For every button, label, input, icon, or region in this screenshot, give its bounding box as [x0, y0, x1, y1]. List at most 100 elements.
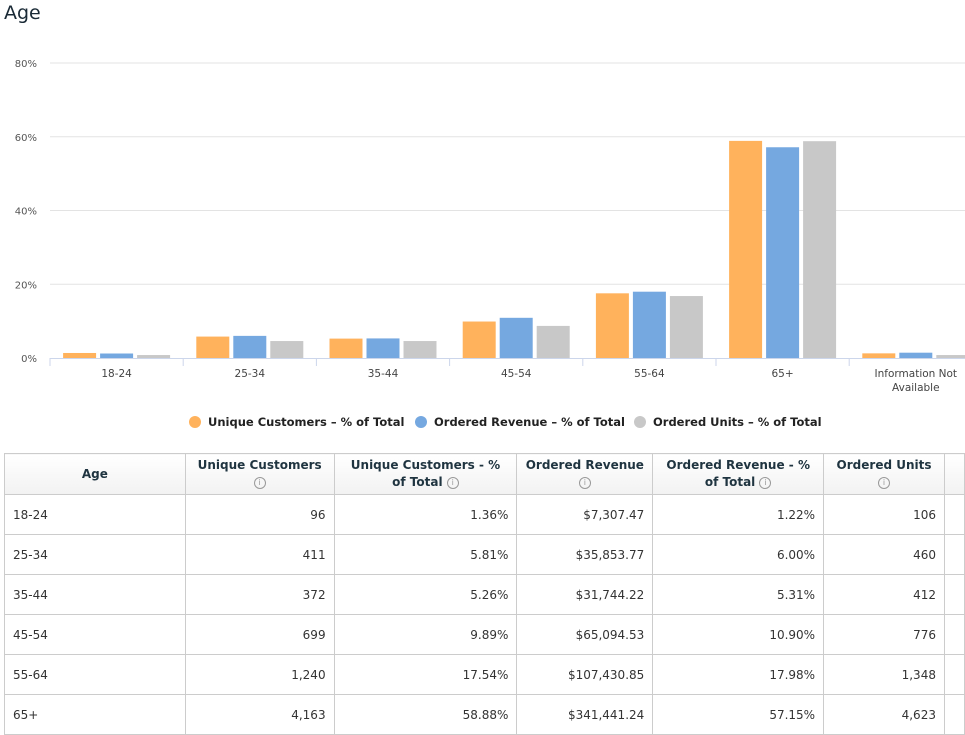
bar-65--series-1: [766, 147, 800, 358]
table-cell: 17.54%: [333, 654, 518, 695]
bar-information-not-available-series-0: [862, 353, 896, 358]
info-icon[interactable]: i: [578, 476, 591, 489]
info-icon[interactable]: i: [759, 476, 772, 489]
bar-35-44-series-2: [403, 341, 437, 358]
column-header: [943, 453, 965, 495]
table-cell: $35,853.77: [516, 534, 654, 575]
table-cell: [943, 534, 965, 575]
legend-marker: [415, 416, 427, 428]
table-cell: [943, 574, 965, 615]
column-header-label: Unique Customers: [197, 458, 322, 472]
bar-45-54-series-2: [536, 325, 570, 358]
bar-35-44-series-1: [366, 338, 400, 358]
column-header-label: Ordered Revenue - % of Total: [666, 458, 810, 489]
bar-55-64-series-2: [669, 296, 703, 358]
table-row: 35-44 372 5.26% $31,744.22 5.31% 412: [4, 574, 965, 615]
bar-55-64-series-0: [595, 293, 629, 358]
age-table: Age Unique Customers i Unique Customers - …: [4, 453, 965, 735]
info-icon[interactable]: i: [446, 476, 459, 489]
y-tick-label: 20%: [15, 280, 37, 291]
table-cell: $341,441.24: [516, 694, 654, 735]
table-cell: [943, 494, 965, 535]
table-cell: $107,430.85: [516, 654, 654, 695]
x-tick-label: 55-64: [634, 368, 665, 380]
table-cell: 4,163: [184, 694, 335, 735]
age-bar-chart: 0% 20% 40% 60% 80% 18-24 25-34 35-44 45-54 55-64 6…: [15, 59, 965, 429]
table-row: 55-64 1,240 17.54% $107,430.85 17.98% 1,348: [4, 654, 965, 695]
x-tick-label: 18-24: [101, 368, 132, 380]
legend-label: Unique Customers – % of Total: [208, 415, 404, 429]
y-tick-label: 60%: [15, 133, 37, 144]
info-icon[interactable]: i: [253, 476, 266, 489]
table-cell: 1.36%: [333, 494, 518, 535]
x-tick-label: 25-34: [235, 368, 266, 380]
table-cell: 18-24: [4, 494, 186, 535]
y-tick-label: 0%: [21, 354, 37, 365]
table-cell: 55-64: [4, 654, 186, 695]
table-row: 45-54 699 9.89% $65,094.53 10.90% 776: [4, 614, 965, 655]
bar-55-64-series-1: [632, 291, 666, 358]
table-cell: 4,623: [823, 694, 945, 735]
table-cell: 35-44: [4, 574, 186, 615]
bar-information-not-available-series-1: [899, 352, 933, 358]
table-cell: 699: [184, 614, 335, 655]
x-tick-label: 45-54: [501, 368, 532, 380]
x-tick-label: Available: [892, 382, 940, 394]
table-cell: [943, 654, 965, 695]
table-cell: 45-54: [4, 614, 186, 655]
column-header-label: Ordered Units: [836, 458, 932, 472]
table-cell: 57.15%: [652, 694, 825, 735]
x-tick-label: Information Not: [875, 368, 958, 380]
table-cell: 412: [823, 574, 945, 615]
column-header[interactable]: Ordered Units i: [823, 453, 945, 495]
info-icon[interactable]: i: [878, 476, 891, 489]
column-header-label: Unique Customers - % of Total: [350, 458, 501, 489]
table-cell: 96: [184, 494, 335, 535]
bar-25-34-series-0: [196, 336, 230, 358]
column-header[interactable]: Ordered Revenue i: [516, 453, 654, 495]
table-cell: $65,094.53: [516, 614, 654, 655]
x-tick-label: 65+: [772, 368, 794, 380]
table-row: 65+ 4,163 58.88% $341,441.24 57.15% 4,623: [4, 694, 965, 735]
table-cell: [943, 694, 965, 735]
y-tick-label: 80%: [15, 59, 37, 70]
column-header-label: Ordered Revenue: [525, 458, 644, 472]
column-header[interactable]: Ordered Revenue - % of Total i: [652, 453, 825, 495]
bar-65--series-0: [729, 140, 763, 358]
column-header[interactable]: Unique Customers - % of Total i: [333, 453, 518, 495]
column-header[interactable]: Unique Customers i: [184, 453, 335, 495]
table-cell: 1,348: [823, 654, 945, 695]
table-cell: 65+: [4, 694, 186, 735]
bar-25-34-series-2: [270, 341, 304, 358]
table-cell: 5.31%: [652, 574, 825, 615]
table-cell: $31,744.22: [516, 574, 654, 615]
table-cell: $7,307.47: [516, 494, 654, 535]
table-cell: 411: [184, 534, 335, 575]
table-cell: 106: [823, 494, 945, 535]
table-cell: 5.26%: [333, 574, 518, 615]
table-cell: 460: [823, 534, 945, 575]
table-cell: 5.81%: [333, 534, 518, 575]
bar-18-24-series-0: [63, 352, 97, 358]
bar-45-54-series-1: [499, 317, 533, 358]
legend-label: Ordered Revenue – % of Total: [434, 415, 625, 429]
table-cell: 10.90%: [652, 614, 825, 655]
x-tick-label: 35-44: [368, 368, 399, 380]
legend-label: Ordered Units – % of Total: [653, 415, 822, 429]
bar-35-44-series-0: [329, 338, 363, 358]
table-cell: 17.98%: [652, 654, 825, 695]
bar-25-34-series-1: [233, 335, 267, 358]
table-cell: 372: [184, 574, 335, 615]
table-row: 18-24 96 1.36% $7,307.47 1.22% 106: [4, 494, 965, 535]
bar-65--series-2: [803, 141, 837, 358]
table-row: 25-34 411 5.81% $35,853.77 6.00% 460: [4, 534, 965, 575]
table-cell: 1.22%: [652, 494, 825, 535]
table-cell: [943, 614, 965, 655]
bar-45-54-series-0: [462, 321, 496, 358]
table-cell: 776: [823, 614, 945, 655]
section-title: Age: [4, 2, 41, 24]
table-cell: 1,240: [184, 654, 335, 695]
legend-marker: [634, 416, 646, 428]
column-header[interactable]: Age: [4, 453, 186, 495]
column-header-label: Age: [81, 466, 108, 481]
